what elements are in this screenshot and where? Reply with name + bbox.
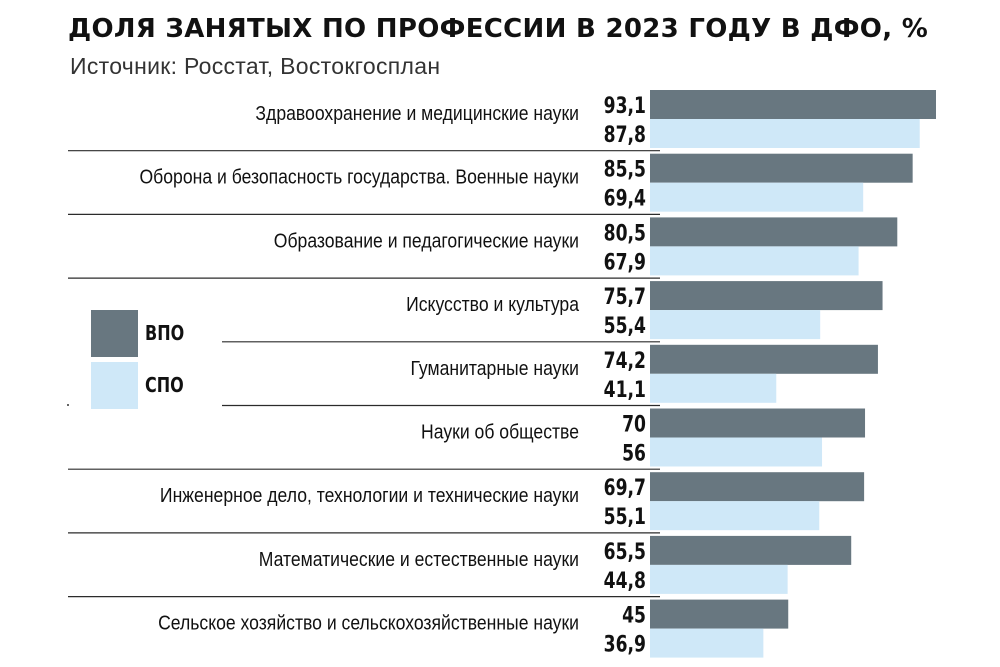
bar-vpo-7-математические-и-естеств [650,535,852,565]
category-label-5-науки-об-обществе: Науки об обществе [421,420,579,442]
category-label-7-математические-и-естеств: Математические и естественные науки [259,548,579,570]
category-label-1-оборона-и-безопасность-г: Оборона и безопасность государства. Воен… [139,166,579,188]
category-label-6-инженерное-дело-технолог: Инженерное дело, технологии и технически… [160,484,579,506]
value-label-vpo-0-здравоохранение-и-медици: 93,1 [604,93,646,119]
legend-swatch-spo [91,362,138,409]
category-label-2-образование-и-педагогиче: Образование и педагогические науки [274,229,579,251]
bar-spo-7-математические-и-естеств [650,564,788,594]
value-label-spo-6-инженерное-дело-технолог: 55,1 [604,504,646,530]
bar-spo-2-образование-и-педагогиче [650,246,859,276]
category-label-4-гуманитарные-науки: Гуманитарные науки [411,357,579,379]
bar-spo-0-здравоохранение-и-медици [650,119,920,148]
value-label-spo-0-здравоохранение-и-медици: 87,8 [604,122,646,148]
legend-label-spo: СПО [145,373,184,397]
bar-vpo-4-гуманитарные-науки [650,344,878,374]
value-label-spo-4-гуманитарные-науки: 41,1 [604,377,646,403]
value-label-vpo-2-образование-и-педагогиче: 80,5 [604,220,646,246]
bar-spo-5-науки-об-обществе [650,437,823,467]
value-label-spo-3-искусство-и-культура: 55,4 [604,313,646,339]
legend-swatch-vpo [91,310,138,357]
category-label-3-искусство-и-культура: Искусство и культура [406,293,579,315]
bar-vpo-0-здравоохранение-и-медици [650,90,936,119]
value-label-vpo-3-искусство-и-культура: 75,7 [604,284,646,310]
value-label-vpo-7-математические-и-естеств: 65,5 [604,539,646,565]
bar-vpo-6-инженерное-дело-технолог [650,472,865,502]
value-label-spo-2-образование-и-педагогиче: 67,9 [604,249,646,275]
decorative-dot [67,404,69,406]
value-label-vpo-1-оборона-и-безопасность-г: 85,5 [604,157,646,183]
value-label-spo-7-математические-и-естеств: 44,8 [604,568,646,594]
value-label-spo-5-науки-об-обществе: 56 [622,440,646,466]
value-label-spo-1-оборона-и-безопасность-г: 69,4 [604,186,646,212]
value-label-vpo-4-гуманитарные-науки: 74,2 [604,348,646,374]
bar-vpo-3-искусство-и-культура [650,281,883,311]
category-label-0-здравоохранение-и-медици: Здравоохранение и медицинские науки [255,102,579,124]
bar-spo-6-инженерное-дело-технолог [650,501,820,531]
bar-spo-3-искусство-и-культура [650,310,821,340]
value-label-vpo-5-науки-об-обществе: 70 [622,411,646,437]
bar-vpo-8-сельское-хозяйство-и-сел [650,599,789,629]
bar-vpo-1-оборона-и-безопасность-г [650,153,913,183]
value-label-vpo-8-сельское-хозяйство-и-сел: 45 [622,603,646,629]
bar-vpo-5-науки-об-обществе [650,408,866,438]
bar-spo-1-оборона-и-безопасность-г [650,182,864,212]
value-label-spo-8-сельское-хозяйство-и-сел: 36,9 [604,632,646,658]
value-label-vpo-6-инженерное-дело-технолог: 69,7 [604,475,646,501]
legend-label-vpo: ВПО [145,321,185,345]
category-label-8-сельское-хозяйство-и-сел: Сельское хозяйство и сельскохозяйственны… [158,612,579,634]
chart-source: Источник: Росстат, Востокгосплан [70,53,441,79]
bar-spo-4-гуманитарные-науки [650,373,777,403]
chart-title: ДОЛЯ ЗАНЯТЫХ ПО ПРОФЕССИИ В 2023 ГОДУ В … [68,14,929,44]
bar-vpo-2-образование-и-педагогиче [650,217,898,247]
bar-spo-8-сельское-хозяйство-и-сел [650,628,764,658]
